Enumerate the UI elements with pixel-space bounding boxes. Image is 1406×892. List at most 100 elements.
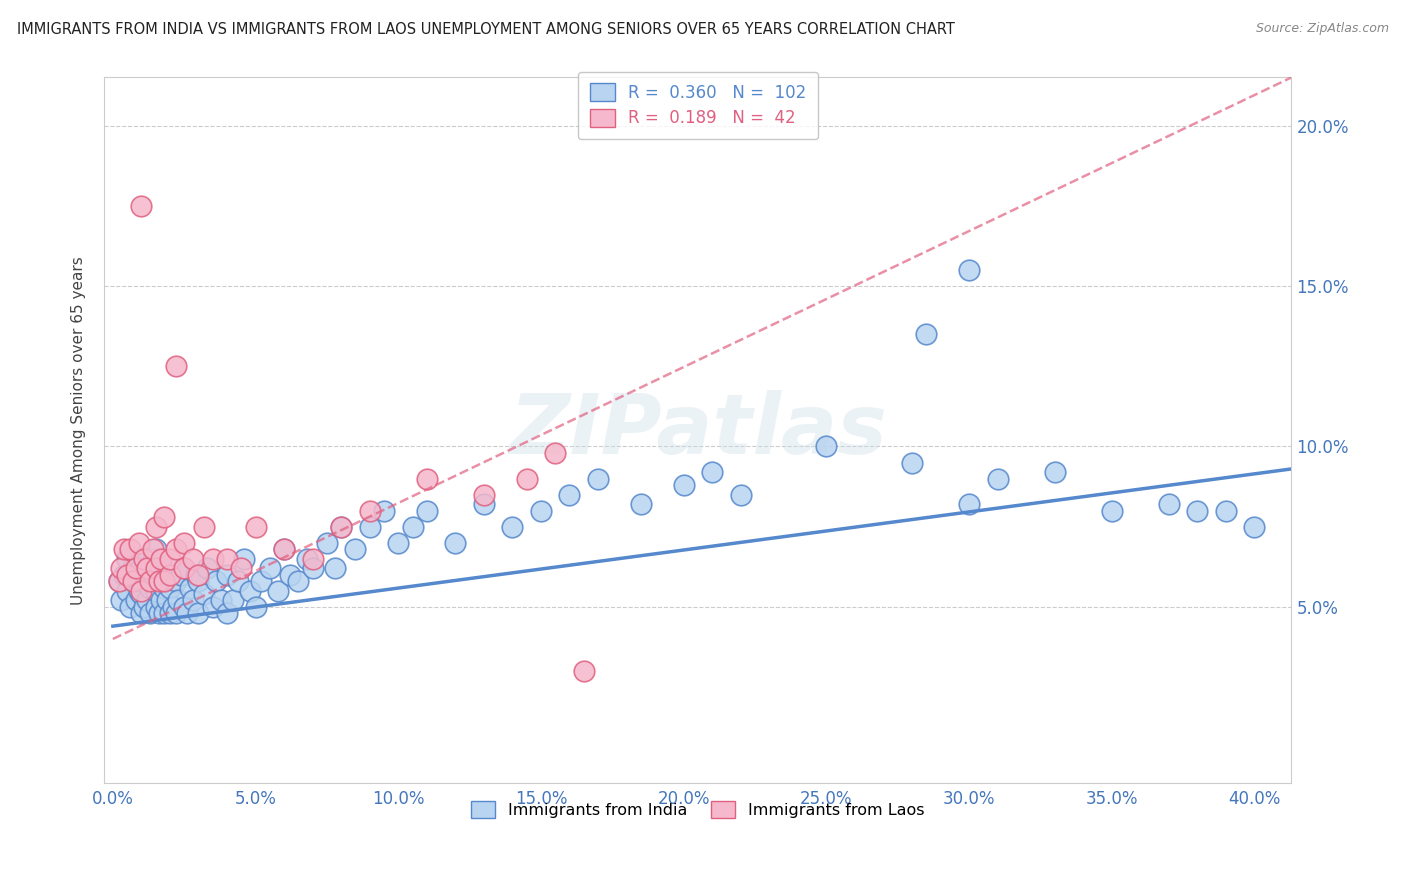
Point: [325, 561, 347, 575]
Point: [986, 471, 1008, 485]
Point: [145, 599, 167, 614]
Point: [239, 583, 262, 598]
Point: [472, 487, 495, 501]
Point: [150, 551, 173, 566]
Point: [444, 535, 467, 549]
Point: [156, 593, 179, 607]
Point: [295, 551, 318, 566]
Point: [702, 465, 724, 479]
Point: [145, 519, 167, 533]
Point: [915, 327, 938, 342]
Point: [1215, 503, 1237, 517]
Point: [359, 503, 381, 517]
Point: [181, 593, 204, 607]
Point: [145, 561, 167, 575]
Point: [153, 581, 176, 595]
Text: Source: ZipAtlas.com: Source: ZipAtlas.com: [1256, 22, 1389, 36]
Point: [125, 593, 148, 607]
Point: [179, 581, 201, 595]
Point: [181, 551, 204, 566]
Point: [162, 561, 184, 575]
Point: [1043, 465, 1066, 479]
Point: [176, 607, 198, 621]
Point: [170, 567, 193, 582]
Point: [250, 574, 273, 589]
Point: [630, 497, 652, 511]
Point: [730, 487, 752, 501]
Point: [215, 607, 238, 621]
Point: [107, 574, 129, 589]
Y-axis label: Unemployment Among Seniors over 65 years: Unemployment Among Seniors over 65 years: [72, 256, 86, 605]
Point: [957, 497, 980, 511]
Point: [187, 567, 209, 582]
Point: [215, 551, 238, 566]
Text: IMMIGRANTS FROM INDIA VS IMMIGRANTS FROM LAOS UNEMPLOYMENT AMONG SENIORS OVER 65: IMMIGRANTS FROM INDIA VS IMMIGRANTS FROM…: [17, 22, 955, 37]
Point: [233, 551, 256, 566]
Point: [134, 599, 156, 614]
Point: [165, 359, 187, 374]
Point: [128, 551, 150, 566]
Point: [150, 561, 173, 575]
Point: [301, 561, 323, 575]
Point: [118, 599, 141, 614]
Point: [159, 567, 181, 582]
Point: [136, 593, 159, 607]
Point: [1243, 519, 1265, 533]
Point: [142, 567, 165, 582]
Point: [150, 593, 173, 607]
Point: [131, 587, 153, 601]
Point: [128, 583, 150, 598]
Point: [287, 574, 309, 589]
Point: [121, 561, 143, 575]
Point: [315, 535, 337, 549]
Point: [1157, 497, 1180, 511]
Point: [516, 471, 538, 485]
Point: [1101, 503, 1123, 517]
Point: [245, 599, 267, 614]
Point: [148, 607, 170, 621]
Point: [501, 519, 523, 533]
Point: [558, 487, 581, 501]
Point: [145, 583, 167, 598]
Point: [222, 593, 245, 607]
Point: [572, 664, 595, 678]
Point: [159, 581, 181, 595]
Point: [672, 478, 695, 492]
Point: [359, 519, 381, 533]
Point: [387, 535, 409, 549]
Point: [586, 471, 609, 485]
Point: [401, 519, 423, 533]
Point: [187, 574, 209, 589]
Point: [110, 593, 132, 607]
Point: [159, 551, 181, 566]
Point: [173, 561, 195, 575]
Point: [330, 519, 353, 533]
Point: [1187, 503, 1209, 517]
Point: [901, 456, 924, 470]
Point: [273, 542, 295, 557]
Point: [156, 567, 179, 582]
Point: [112, 567, 135, 582]
Point: [145, 542, 167, 557]
Point: [201, 551, 224, 566]
Point: [162, 599, 184, 614]
Point: [131, 583, 153, 598]
Point: [259, 561, 281, 575]
Point: [153, 607, 176, 621]
Point: [121, 574, 143, 589]
Point: [153, 510, 176, 524]
Point: [193, 519, 215, 533]
Point: [184, 567, 207, 582]
Point: [165, 542, 187, 557]
Point: [131, 607, 153, 621]
Point: [118, 542, 141, 557]
Point: [128, 535, 150, 549]
Point: [209, 593, 232, 607]
Point: [107, 574, 129, 589]
Point: [148, 574, 170, 589]
Point: [125, 567, 148, 582]
Point: [193, 587, 215, 601]
Point: [139, 607, 162, 621]
Point: [278, 567, 301, 582]
Point: [195, 561, 218, 575]
